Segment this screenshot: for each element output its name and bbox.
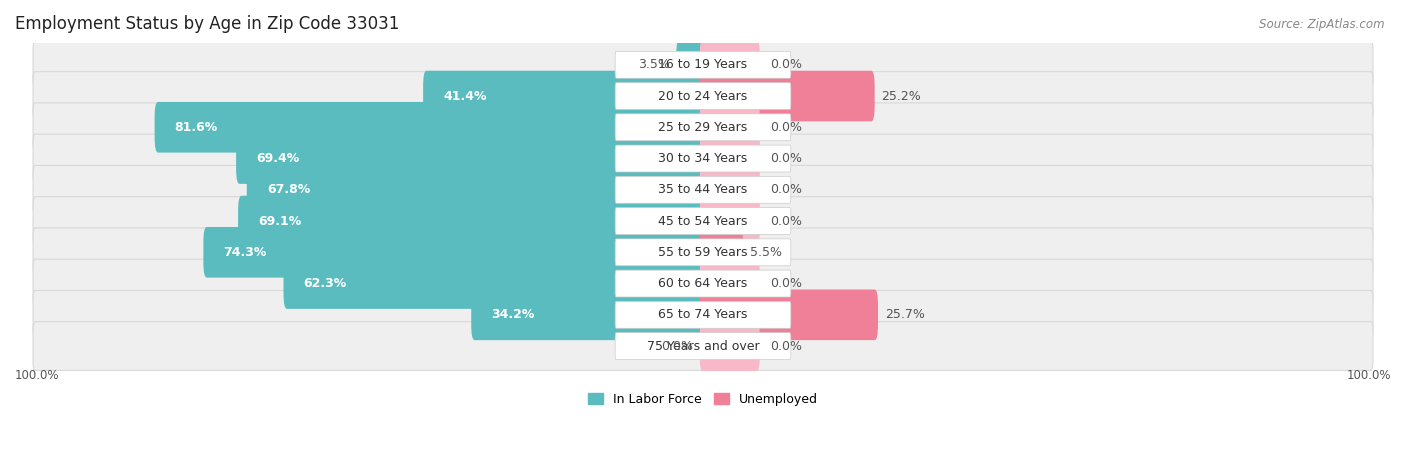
Text: 62.3%: 62.3%	[304, 277, 347, 290]
Text: 81.6%: 81.6%	[174, 121, 218, 134]
Text: 25 to 29 Years: 25 to 29 Years	[658, 121, 748, 134]
Text: 0.0%: 0.0%	[770, 121, 801, 134]
Text: 0.0%: 0.0%	[770, 183, 801, 196]
FancyBboxPatch shape	[32, 72, 1374, 120]
Text: 35 to 44 Years: 35 to 44 Years	[658, 183, 748, 196]
FancyBboxPatch shape	[32, 290, 1374, 339]
FancyBboxPatch shape	[32, 259, 1374, 308]
FancyBboxPatch shape	[616, 270, 790, 297]
FancyBboxPatch shape	[700, 165, 759, 215]
FancyBboxPatch shape	[700, 71, 875, 121]
Text: 55 to 59 Years: 55 to 59 Years	[658, 246, 748, 259]
FancyBboxPatch shape	[616, 333, 790, 359]
FancyBboxPatch shape	[423, 71, 706, 121]
Text: 3.5%: 3.5%	[638, 58, 669, 71]
Text: 0.0%: 0.0%	[770, 215, 801, 228]
FancyBboxPatch shape	[700, 227, 744, 278]
FancyBboxPatch shape	[204, 227, 706, 278]
Text: 0.0%: 0.0%	[770, 58, 801, 71]
FancyBboxPatch shape	[32, 322, 1374, 370]
FancyBboxPatch shape	[616, 83, 790, 110]
Legend: In Labor Force, Unemployed: In Labor Force, Unemployed	[583, 388, 823, 411]
FancyBboxPatch shape	[32, 197, 1374, 245]
Text: 25.2%: 25.2%	[882, 90, 921, 102]
Text: 34.2%: 34.2%	[491, 308, 534, 321]
FancyBboxPatch shape	[32, 103, 1374, 152]
FancyBboxPatch shape	[616, 239, 790, 266]
FancyBboxPatch shape	[238, 196, 706, 246]
FancyBboxPatch shape	[32, 41, 1374, 89]
Text: 5.5%: 5.5%	[749, 246, 782, 259]
FancyBboxPatch shape	[616, 145, 790, 172]
FancyBboxPatch shape	[700, 39, 759, 90]
FancyBboxPatch shape	[616, 51, 790, 78]
FancyBboxPatch shape	[236, 133, 706, 184]
FancyBboxPatch shape	[700, 258, 759, 309]
FancyBboxPatch shape	[616, 114, 790, 141]
FancyBboxPatch shape	[700, 133, 759, 184]
FancyBboxPatch shape	[616, 301, 790, 328]
Text: 0.0%: 0.0%	[661, 340, 693, 353]
FancyBboxPatch shape	[700, 102, 759, 152]
FancyBboxPatch shape	[32, 228, 1374, 276]
FancyBboxPatch shape	[700, 321, 759, 371]
Text: 30 to 34 Years: 30 to 34 Years	[658, 152, 748, 165]
FancyBboxPatch shape	[700, 196, 759, 246]
Text: 75 Years and over: 75 Years and over	[647, 340, 759, 353]
FancyBboxPatch shape	[676, 39, 706, 90]
Text: 0.0%: 0.0%	[770, 277, 801, 290]
FancyBboxPatch shape	[155, 102, 706, 152]
FancyBboxPatch shape	[284, 258, 706, 309]
FancyBboxPatch shape	[32, 166, 1374, 214]
Text: 20 to 24 Years: 20 to 24 Years	[658, 90, 748, 102]
Text: 0.0%: 0.0%	[770, 152, 801, 165]
Text: 67.8%: 67.8%	[267, 183, 311, 196]
Text: 0.0%: 0.0%	[770, 340, 801, 353]
Text: 16 to 19 Years: 16 to 19 Years	[658, 58, 748, 71]
FancyBboxPatch shape	[616, 207, 790, 235]
FancyBboxPatch shape	[32, 134, 1374, 183]
Text: 25.7%: 25.7%	[884, 308, 925, 321]
Text: 69.4%: 69.4%	[256, 152, 299, 165]
Text: Employment Status by Age in Zip Code 33031: Employment Status by Age in Zip Code 330…	[15, 15, 399, 33]
Text: 41.4%: 41.4%	[443, 90, 486, 102]
Text: 74.3%: 74.3%	[224, 246, 267, 259]
FancyBboxPatch shape	[247, 165, 706, 215]
FancyBboxPatch shape	[616, 176, 790, 203]
Text: Source: ZipAtlas.com: Source: ZipAtlas.com	[1260, 18, 1385, 31]
Text: 100.0%: 100.0%	[15, 368, 59, 382]
Text: 69.1%: 69.1%	[259, 215, 301, 228]
Text: 60 to 64 Years: 60 to 64 Years	[658, 277, 748, 290]
Text: 45 to 54 Years: 45 to 54 Years	[658, 215, 748, 228]
Text: 65 to 74 Years: 65 to 74 Years	[658, 308, 748, 321]
FancyBboxPatch shape	[471, 290, 706, 340]
FancyBboxPatch shape	[700, 290, 877, 340]
Text: 100.0%: 100.0%	[1347, 368, 1391, 382]
